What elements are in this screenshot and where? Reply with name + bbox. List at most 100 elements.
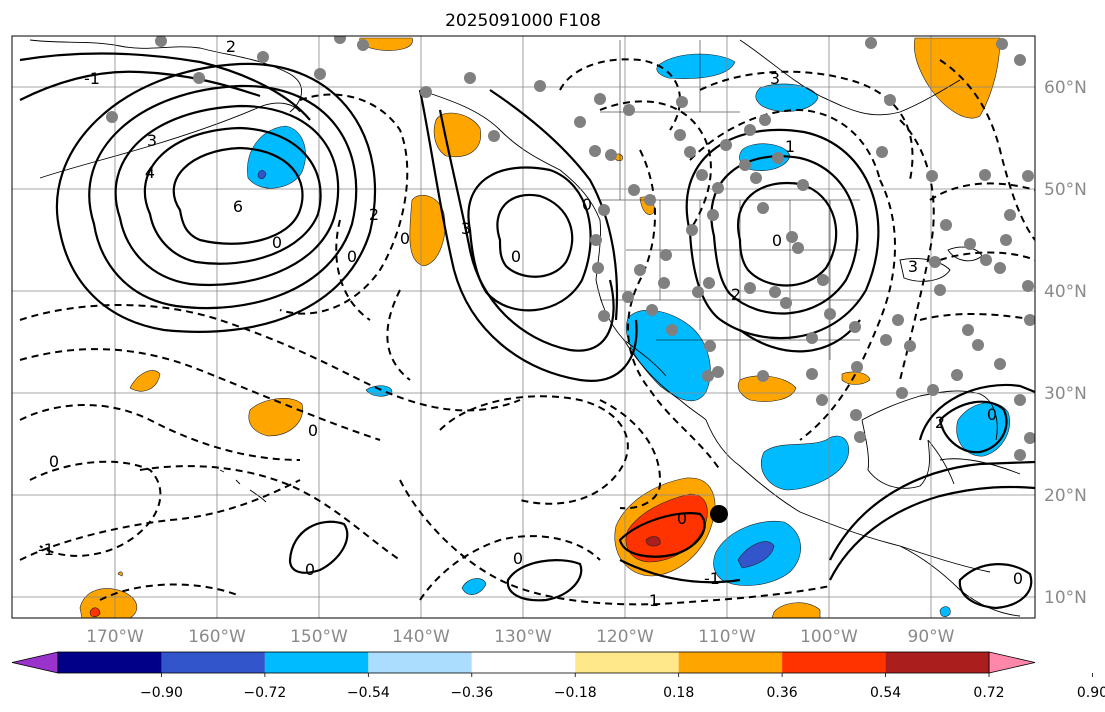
contour-dashed [939, 251, 1035, 261]
station-dot [780, 297, 792, 309]
contour-label: 1 [649, 591, 659, 610]
contour-dashed [386, 289, 411, 381]
coastline [861, 390, 998, 441]
station-dot [940, 219, 952, 231]
contour-dashed [699, 70, 914, 181]
station-dot [744, 124, 756, 136]
latitude-label: 30°N [1044, 384, 1087, 404]
coastline [595, 219, 667, 377]
station-dot [464, 72, 476, 84]
contour-solid [19, 52, 311, 121]
contour-label: 4 [145, 163, 155, 182]
contour-label: 3 [147, 131, 157, 150]
longitude-label: 90°W [908, 627, 955, 647]
station-dot [980, 254, 992, 266]
contour-label: 6 [233, 197, 243, 216]
contour-label: -1 [38, 540, 54, 559]
contour-label: 2 [731, 285, 741, 304]
station-dot [759, 114, 771, 126]
station-dot [314, 68, 326, 80]
contour-dashed [19, 404, 301, 461]
contour-solid [55, 62, 377, 333]
station-dot [1014, 449, 1026, 461]
colorbar-box [264, 652, 369, 673]
contour-dashed [599, 100, 712, 231]
colorbar-box [58, 652, 162, 673]
station-dot [589, 145, 601, 157]
colorbar-box [678, 652, 783, 673]
coastline [739, 39, 961, 116]
contour-dashed [626, 149, 721, 471]
coastline [623, 339, 707, 421]
longitude-label: 130°W [494, 627, 552, 647]
station-dot [851, 361, 863, 373]
coastline-layer [29, 39, 1021, 617]
contour-dashed [19, 348, 381, 441]
station-dot [660, 249, 672, 261]
station-dot [696, 169, 708, 181]
latitude-label: 40°N [1044, 282, 1087, 302]
station-dot [1022, 170, 1034, 182]
station-dot [155, 36, 167, 47]
station-dot [704, 340, 716, 352]
contour-solid [685, 128, 880, 340]
station-dot [816, 394, 828, 406]
station-dot [257, 51, 269, 63]
contour-solid [506, 559, 583, 602]
contour-solid [143, 126, 322, 265]
longitude-label: 120°W [596, 627, 654, 647]
colorbar-tick-label: −0.72 [243, 685, 286, 701]
coastline [927, 439, 955, 485]
anomaly-fill-patch [841, 371, 871, 385]
map-background [12, 36, 1035, 618]
contour-solid [829, 460, 1035, 561]
contour-label: 1 [785, 137, 795, 156]
contour-solid [829, 485, 1035, 581]
coastline [705, 419, 991, 573]
station-dot [824, 308, 836, 320]
contour-dashed [419, 535, 601, 601]
colorbar-box [782, 652, 886, 673]
station-dot [420, 86, 432, 98]
contour-dashed [139, 465, 401, 561]
contour-dashed [919, 313, 1035, 321]
anomaly-fill-layer [79, 37, 1010, 618]
station-dot [757, 202, 769, 214]
map-frame [11, 35, 1036, 619]
station-dot [658, 277, 670, 289]
station-dot [929, 256, 941, 268]
contour-solid [619, 559, 741, 584]
station-dot [703, 277, 715, 289]
contour-label: 0 [305, 560, 315, 579]
station-dot [962, 324, 974, 336]
anomaly-fill-patch [89, 607, 101, 618]
contour-label: 0 [772, 231, 782, 250]
contour-label: 3 [908, 257, 918, 276]
station-dot [996, 38, 1008, 50]
station-dot [592, 262, 604, 274]
station-dot [674, 129, 686, 141]
coastline [249, 489, 267, 503]
contour-solid [438, 109, 615, 352]
contour-dashed [939, 59, 1035, 241]
colorbar-box [368, 652, 472, 673]
contour-solid [172, 146, 304, 245]
coastline [899, 545, 1021, 617]
station-dot [1022, 280, 1034, 292]
station-dot [972, 339, 984, 351]
longitude-axis: 170°W 160°W 150°W 140°W 130°W 120°W 110°W 100°W… [86, 627, 955, 647]
colorbar-tick-label: −0.54 [347, 685, 390, 701]
anomaly-fill-patch [625, 493, 708, 563]
coastline [29, 39, 302, 113]
station-dot [712, 366, 724, 378]
station-dot [334, 36, 346, 44]
colorbar-tick-label: −0.18 [554, 685, 597, 701]
longitude-label: 140°W [392, 627, 450, 647]
station-dot [598, 310, 610, 322]
anomaly-fill-patch [129, 370, 161, 392]
anomaly-fill-patch [771, 602, 821, 618]
contour-label: 0 [49, 452, 59, 471]
contour-dashed [279, 93, 409, 315]
map-panel: -1 2 3 4 6 0 2 0 0 3 0 0 3 0 2 1 0 0 -1 0 0 0 -1 1 2 3 0 0 170°W 160… [11, 35, 1087, 647]
contour-dashed [99, 583, 241, 601]
